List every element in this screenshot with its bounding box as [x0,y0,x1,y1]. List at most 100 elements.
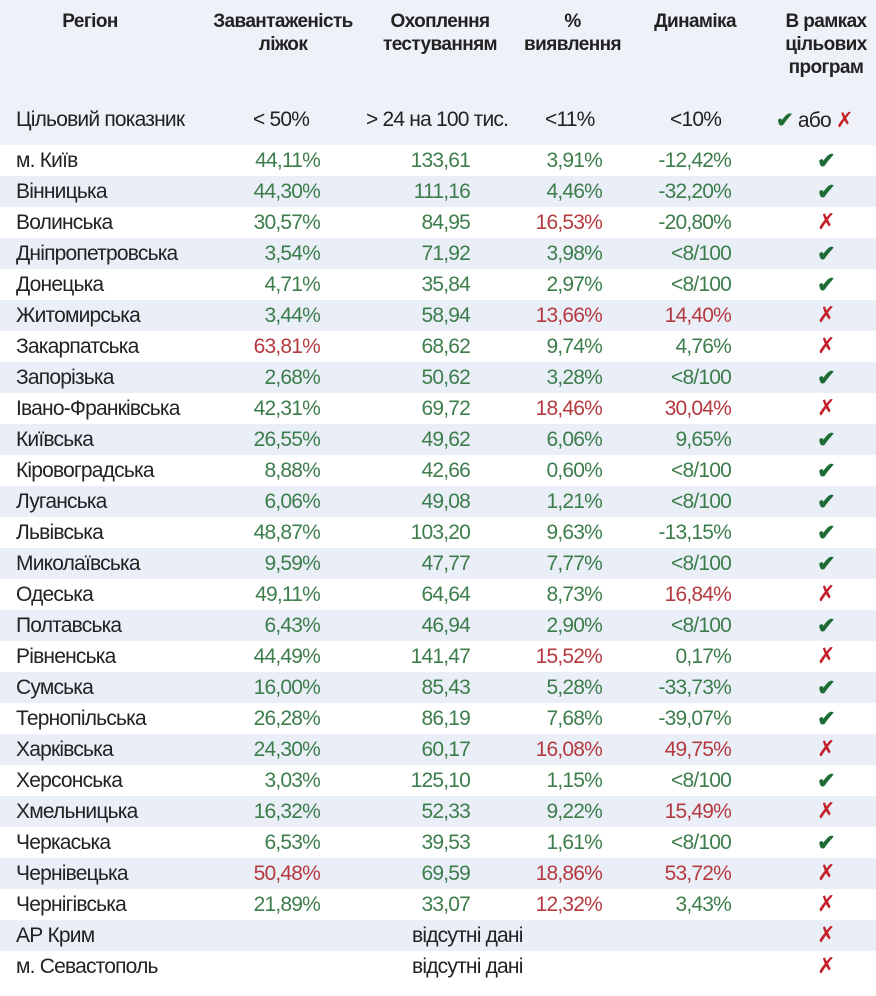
target-or: або [797,109,832,132]
region-name: Херсонська [16,769,123,792]
check-icon: ✔ [817,551,835,576]
beds-value: 21,89% [253,893,321,916]
table-row: Дніпропетровська 3,54% 71,92 3,98% <8/100 ✔ [0,238,876,269]
detect-value: 6,06% [546,428,602,451]
beds-value: 44,30% [253,180,321,203]
detect-value: 1,15% [546,769,602,792]
dynamics-value: <8/100 [670,490,732,513]
cross-icon: ✗ [817,923,835,948]
tests-value: 71,92 [421,242,470,265]
target-dynamics: <10% [670,108,722,131]
tests-value: 125,10 [410,769,471,792]
detect-value: 8,73% [546,583,602,606]
beds-value: 16,32% [253,800,321,823]
cross-icon: ✗ [817,861,835,886]
target-program: ✔ або ✗ [776,108,853,133]
header-tests: Охоплення тестуванням [370,10,510,56]
table-row: Луганська 6,06% 49,08 1,21% <8/100 ✔ [0,486,876,517]
header-detect-line: виявлення [524,34,622,55]
tests-value: 85,43 [421,676,470,699]
header-beds-line: ліжок [258,34,308,55]
dynamics-value: <8/100 [670,552,732,575]
beds-value: 16,00% [253,676,321,699]
detect-value: 16,53% [535,211,603,234]
tests-value: 60,17 [421,738,470,761]
beds-value: 26,28% [253,707,321,730]
beds-value: 6,06% [264,490,320,513]
target-detect: <11% [545,108,595,131]
region-name: Київська [16,428,94,451]
cross-icon: ✗ [817,334,835,359]
table-row: Сумська 16,00% 85,43 5,28% -33,73% ✔ [0,672,876,703]
dynamics-value: 0,17% [675,645,731,668]
detect-value: 0,60% [546,459,602,482]
tests-value: 58,94 [421,304,470,327]
check-icon: ✔ [817,768,835,793]
beds-value: 3,54% [264,242,320,265]
detect-value: 3,98% [546,242,602,265]
beds-value: 3,44% [264,304,320,327]
missing-data: відсутні дані [412,924,523,947]
dynamics-value: 15,49% [664,800,732,823]
region-name: Закарпатська [16,335,139,358]
region-name: Хмельницька [16,800,138,823]
cross-icon: ✗ [817,303,835,328]
tests-value: 133,61 [410,149,471,172]
cross-icon: ✗ [817,644,835,669]
detect-value: 12,32% [535,893,603,916]
dynamics-value: -20,80% [658,211,731,234]
detect-value: 18,86% [535,862,603,885]
beds-value: 3,03% [264,769,320,792]
dynamics-value: <8/100 [670,459,732,482]
region-name: Черкаська [16,831,111,854]
beds-value: 4,71% [264,273,320,296]
check-icon: ✔ [776,109,794,132]
dynamics-value: 49,75% [664,738,732,761]
region-name: Волинська [16,211,113,234]
header-detect: % виявлення [515,10,630,56]
region-name: Запорізька [16,366,114,389]
region-name: Рівненська [16,645,116,668]
beds-value: 24,30% [253,738,321,761]
header-tests-line: тестуванням [382,34,498,55]
table-row: Миколаївська 9,59% 47,77 7,77% <8/100 ✔ [0,548,876,579]
region-name: АР Крим [16,924,95,947]
detect-value: 3,91% [546,149,602,172]
table-row: Чернівецька 50,48% 69,59 18,86% 53,72% ✗ [0,858,876,889]
detect-value: 13,66% [535,304,603,327]
beds-value: 2,68% [264,366,320,389]
dynamics-value: <8/100 [670,769,732,792]
beds-value: 44,11% [255,149,321,172]
beds-value: 9,59% [264,552,320,575]
table-row: Хмельницька 16,32% 52,33 9,22% 15,49% ✗ [0,796,876,827]
tests-value: 33,07 [421,893,470,916]
dynamics-value: <8/100 [670,831,732,854]
region-name: Кіровоградська [16,459,155,482]
detect-value: 18,46% [535,397,603,420]
table-row: Житомирська 3,44% 58,94 13,66% 14,40% ✗ [0,300,876,331]
detect-value: 1,61% [546,831,602,854]
region-name: Чернігівська [16,893,127,916]
detect-value: 7,68% [546,707,602,730]
tests-value: 141,47 [410,645,471,668]
region-name: м. Київ [16,149,78,172]
header-beds-line: Завантаженість [213,11,353,32]
table-row: Донецька 4,71% 35,84 2,97% <8/100 ✔ [0,269,876,300]
tests-value: 49,62 [421,428,470,451]
header-program-line: цільових [785,34,867,55]
detect-value: 5,28% [546,676,602,699]
check-icon: ✔ [817,365,835,390]
dynamics-value: 16,84% [664,583,732,606]
check-icon: ✔ [817,179,835,204]
table-row: Запорізька 2,68% 50,62 3,28% <8/100 ✔ [0,362,876,393]
detect-value: 9,63% [546,521,602,544]
tests-value: 68,62 [421,335,470,358]
region-name: Миколаївська [16,552,141,575]
cross-icon: ✗ [817,954,835,979]
table-row: м. Київ 44,11% 133,61 3,91% -12,42% ✔ [0,145,876,176]
detect-value: 9,74% [546,335,602,358]
region-name: Львівська [16,521,104,544]
check-icon: ✔ [817,427,835,452]
beds-value: 48,87% [253,521,321,544]
detect-value: 4,46% [546,180,602,203]
